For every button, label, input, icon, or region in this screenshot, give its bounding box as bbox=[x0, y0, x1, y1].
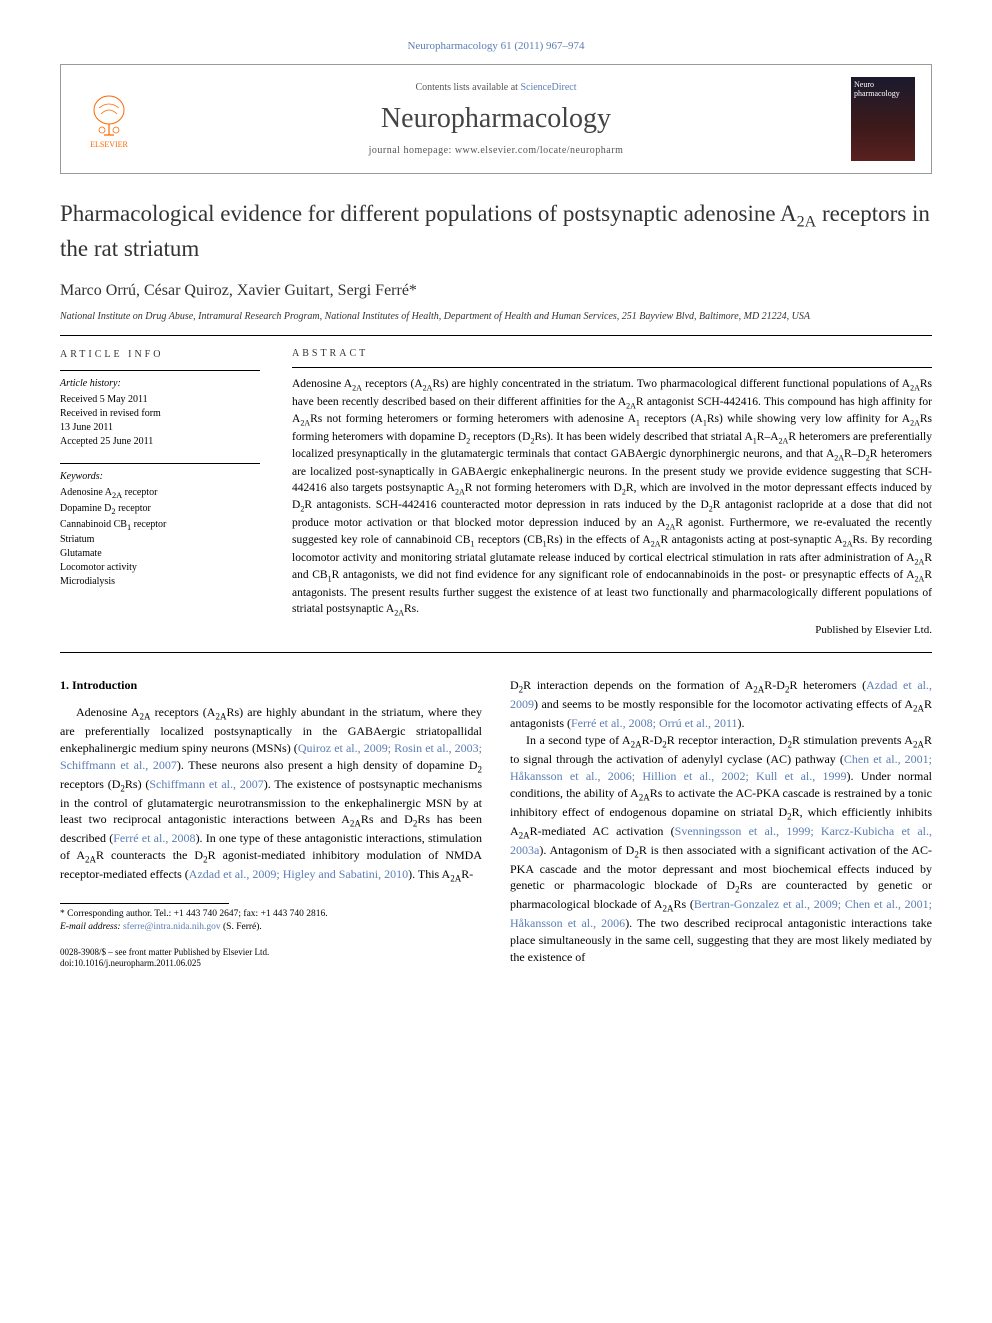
body-columns: 1. Introduction Adenosine A2A receptors … bbox=[60, 677, 932, 970]
divider bbox=[60, 335, 932, 336]
keyword: Cannabinoid CB1 receptor bbox=[60, 518, 260, 534]
keyword: Adenosine A2A receptor bbox=[60, 486, 260, 502]
publisher-name: ELSEVIER bbox=[90, 140, 128, 149]
publisher-line: Published by Elsevier Ltd. bbox=[292, 624, 932, 636]
history-line: Accepted 25 June 2011 bbox=[60, 435, 260, 449]
keyword: Dopamine D2 receptor bbox=[60, 502, 260, 518]
contents-list-line: Contents lists available at ScienceDirec… bbox=[157, 82, 835, 93]
history-line: Received in revised form bbox=[60, 407, 260, 421]
history-line: Received 5 May 2011 bbox=[60, 393, 260, 407]
history-subhead: Article history: bbox=[60, 377, 260, 391]
right-column: D2R interaction depends on the formation… bbox=[510, 677, 932, 970]
article-info-heading: ARTICLE INFO bbox=[60, 348, 260, 362]
corr-email[interactable]: sferre@intra.nida.nih.gov bbox=[123, 922, 221, 932]
sciencedirect-link[interactable]: ScienceDirect bbox=[520, 82, 576, 93]
intro-heading: 1. Introduction bbox=[60, 677, 482, 694]
homepage-prefix: journal homepage: bbox=[369, 145, 455, 156]
header-center: Contents lists available at ScienceDirec… bbox=[157, 82, 835, 156]
top-citation: Neuropharmacology 61 (2011) 967–974 bbox=[60, 40, 932, 52]
corr-suffix: (S. Ferré). bbox=[221, 922, 262, 932]
history-line: 13 June 2011 bbox=[60, 421, 260, 435]
homepage-line: journal homepage: www.elsevier.com/locat… bbox=[157, 145, 835, 156]
authors-line: Marco Orrú, César Quiroz, Xavier Guitart… bbox=[60, 282, 932, 300]
keyword: Striatum bbox=[60, 533, 260, 547]
intro-col1-text: Adenosine A2A receptors (A2ARs) are high… bbox=[60, 704, 482, 885]
issn-line: 0028-3908/$ – see front matter Published… bbox=[60, 947, 482, 959]
info-abstract-row: ARTICLE INFO Article history: Received 5… bbox=[60, 348, 932, 636]
corresponding-author: * Corresponding author. Tel.: +1 443 740… bbox=[60, 903, 482, 935]
cover-thumb-title: Neuro pharmacology bbox=[854, 80, 912, 98]
email-prefix: E-mail address: bbox=[60, 922, 123, 932]
abstract-column: ABSTRACT Adenosine A2A receptors (A2ARs)… bbox=[292, 348, 932, 636]
keywords-block: Keywords: Adenosine A2A receptor Dopamin… bbox=[60, 463, 260, 589]
homepage-url[interactable]: www.elsevier.com/locate/neuropharm bbox=[455, 145, 624, 156]
article-history-block: Article history: Received 5 May 2011 Rec… bbox=[60, 370, 260, 449]
corr-line2: E-mail address: sferre@intra.nida.nih.go… bbox=[60, 921, 482, 934]
elsevier-tree-icon bbox=[84, 90, 134, 140]
keyword: Microdialysis bbox=[60, 575, 260, 589]
corr-line1: * Corresponding author. Tel.: +1 443 740… bbox=[60, 908, 482, 921]
abstract-text: Adenosine A2A receptors (A2ARs) are high… bbox=[292, 367, 932, 618]
journal-header: ELSEVIER Contents lists available at Sci… bbox=[60, 64, 932, 174]
keyword: Locomotor activity bbox=[60, 561, 260, 575]
footer-block: 0028-3908/$ – see front matter Published… bbox=[60, 947, 482, 970]
abstract-heading: ABSTRACT bbox=[292, 348, 932, 359]
keyword: Glutamate bbox=[60, 547, 260, 561]
affiliation: National Institute on Drug Abuse, Intram… bbox=[60, 310, 932, 323]
divider bbox=[60, 652, 932, 653]
left-column: 1. Introduction Adenosine A2A receptors … bbox=[60, 677, 482, 970]
intro-col2-p1: D2R interaction depends on the formation… bbox=[510, 677, 932, 732]
article-info: ARTICLE INFO Article history: Received 5… bbox=[60, 348, 260, 636]
journal-cover-thumb: Neuro pharmacology bbox=[851, 77, 915, 161]
doi-line: doi:10.1016/j.neuropharm.2011.06.025 bbox=[60, 958, 482, 970]
elsevier-logo: ELSEVIER bbox=[77, 83, 141, 155]
intro-col2-p2: In a second type of A2AR-D2R receptor in… bbox=[510, 732, 932, 966]
contents-prefix: Contents lists available at bbox=[415, 82, 520, 93]
keywords-subhead: Keywords: bbox=[60, 470, 260, 484]
article-title: Pharmacological evidence for different p… bbox=[60, 198, 932, 264]
journal-name: Neuropharmacology bbox=[157, 103, 835, 135]
